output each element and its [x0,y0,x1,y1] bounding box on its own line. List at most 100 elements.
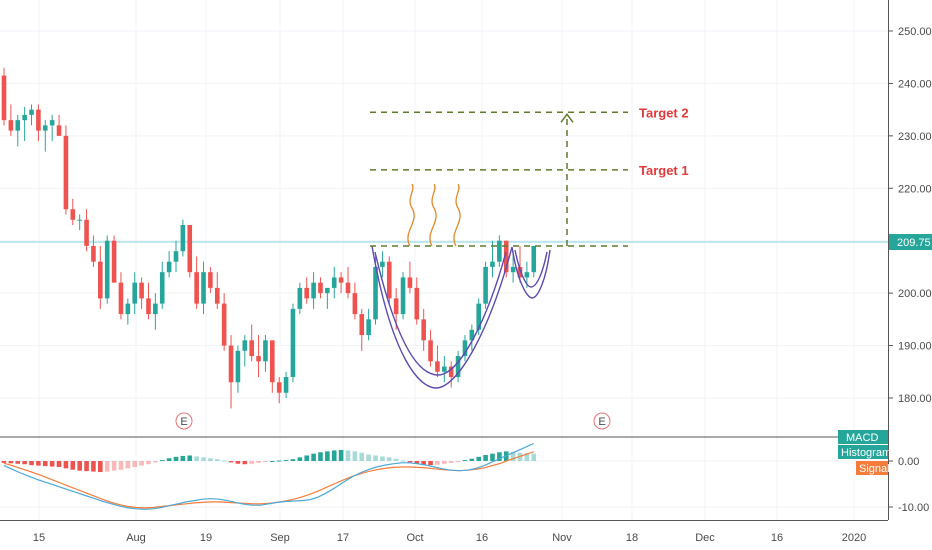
histogram-bar [497,452,502,461]
candle-body [531,245,537,273]
candle-body [228,345,234,383]
histogram-bar [366,454,371,461]
candle-body [70,209,76,220]
time-tick: Dec [695,532,715,544]
histogram-tag: Histogram [841,447,891,459]
candle-body [132,282,138,304]
earnings-circle [593,412,611,430]
steam-squiggle [429,183,437,247]
candle-body [256,356,261,362]
price-tick-label: 190.00 [898,341,932,353]
histogram-bar [476,456,482,461]
histogram-bar [15,461,21,464]
cup-inner-curve [374,251,507,376]
price-tick-label: 250.00 [898,26,932,38]
earnings-marker[interactable]: E [593,412,611,430]
candle-body [448,366,454,378]
candle-body [386,261,392,299]
time-tick: 16 [476,532,488,544]
histogram-bar [201,457,206,461]
candle-body [483,266,488,304]
candle-body [146,298,151,315]
time-tick: 15 [33,532,45,544]
candle-body [42,125,48,131]
histogram-bar [42,461,48,467]
candle-body [29,109,34,115]
candle-body [98,261,103,299]
candle-body [435,361,440,372]
macd-axis[interactable]: 0.00 -10.00 [888,456,929,514]
candle-body [400,277,406,315]
earnings-letter: E [598,416,605,428]
candle-body [187,224,193,273]
candle-body [290,308,296,378]
histogram-bar [146,461,151,465]
price-tick-label: 220.00 [898,183,932,195]
candle-body [490,261,495,267]
signal-line [3,451,534,509]
histogram-bar [22,461,27,465]
histogram-bar [214,459,220,461]
time-tick: 19 [200,532,212,544]
target-1-label: Target 1 [639,163,689,178]
candle-body [366,319,371,336]
histogram-bar [180,455,186,461]
candle-body [393,298,399,315]
macd-legend-tags: MACD Histogram Signal [838,430,891,475]
candle-body [22,114,27,121]
histogram-bar [276,460,282,462]
histogram-bar [345,450,351,461]
candle-body [15,120,21,131]
histogram-bar [36,461,41,466]
histogram-bar [242,461,248,465]
macd-pane [0,442,888,510]
candle-body [180,224,186,252]
histogram-bar [194,456,199,461]
candle-body [331,277,337,288]
candle-body [63,135,69,210]
histogram-bar [462,460,468,462]
histogram-bar [325,451,330,461]
candle-body [263,340,268,362]
histogram-bar [283,460,289,462]
time-tick: Sep [270,532,290,544]
histogram-bar [469,458,475,461]
earnings-marker[interactable]: E [175,412,193,430]
macd-tag: MACD [846,432,878,444]
histogram-bar [290,459,296,461]
histogram-bar [270,461,275,462]
candle-body [8,120,14,131]
histogram-bar [118,461,124,470]
histogram-bar [235,461,241,464]
price-tick-label: 200.00 [898,288,932,300]
candle-body [414,287,420,320]
histogram-bar [311,453,316,461]
target-annotations: Target 2 Target 1 [370,105,689,247]
histogram-bar [249,461,254,464]
time-tick: 18 [626,532,638,544]
histogram-bar [455,461,461,462]
candle-body [214,287,220,304]
histogram-bar [111,461,117,471]
candle-body [345,282,351,294]
histogram-bar [49,461,55,467]
price-axis[interactable]: 250.00240.00230.00220.00210.00200.00190.… [888,26,932,405]
price-grid [0,0,888,520]
candle-body [139,282,144,299]
histogram-bar [84,461,89,472]
histogram-bar [359,452,365,461]
candle-body [497,240,502,262]
candle-body [304,287,310,299]
earnings-markers[interactable]: E E [175,412,611,430]
candle-body [373,266,378,320]
time-tick: 2020 [842,532,866,544]
candle-body [77,219,82,221]
histogram-bar [208,458,213,461]
candle-body [249,340,254,357]
histogram-bar [331,450,337,461]
time-tick: Nov [552,532,572,544]
time-axis[interactable]: 15 Aug 19 Sep 17 Oct 16 Nov 18 Dec 16 20… [33,532,866,544]
histogram-bar [338,449,344,461]
candle-body [462,340,468,357]
